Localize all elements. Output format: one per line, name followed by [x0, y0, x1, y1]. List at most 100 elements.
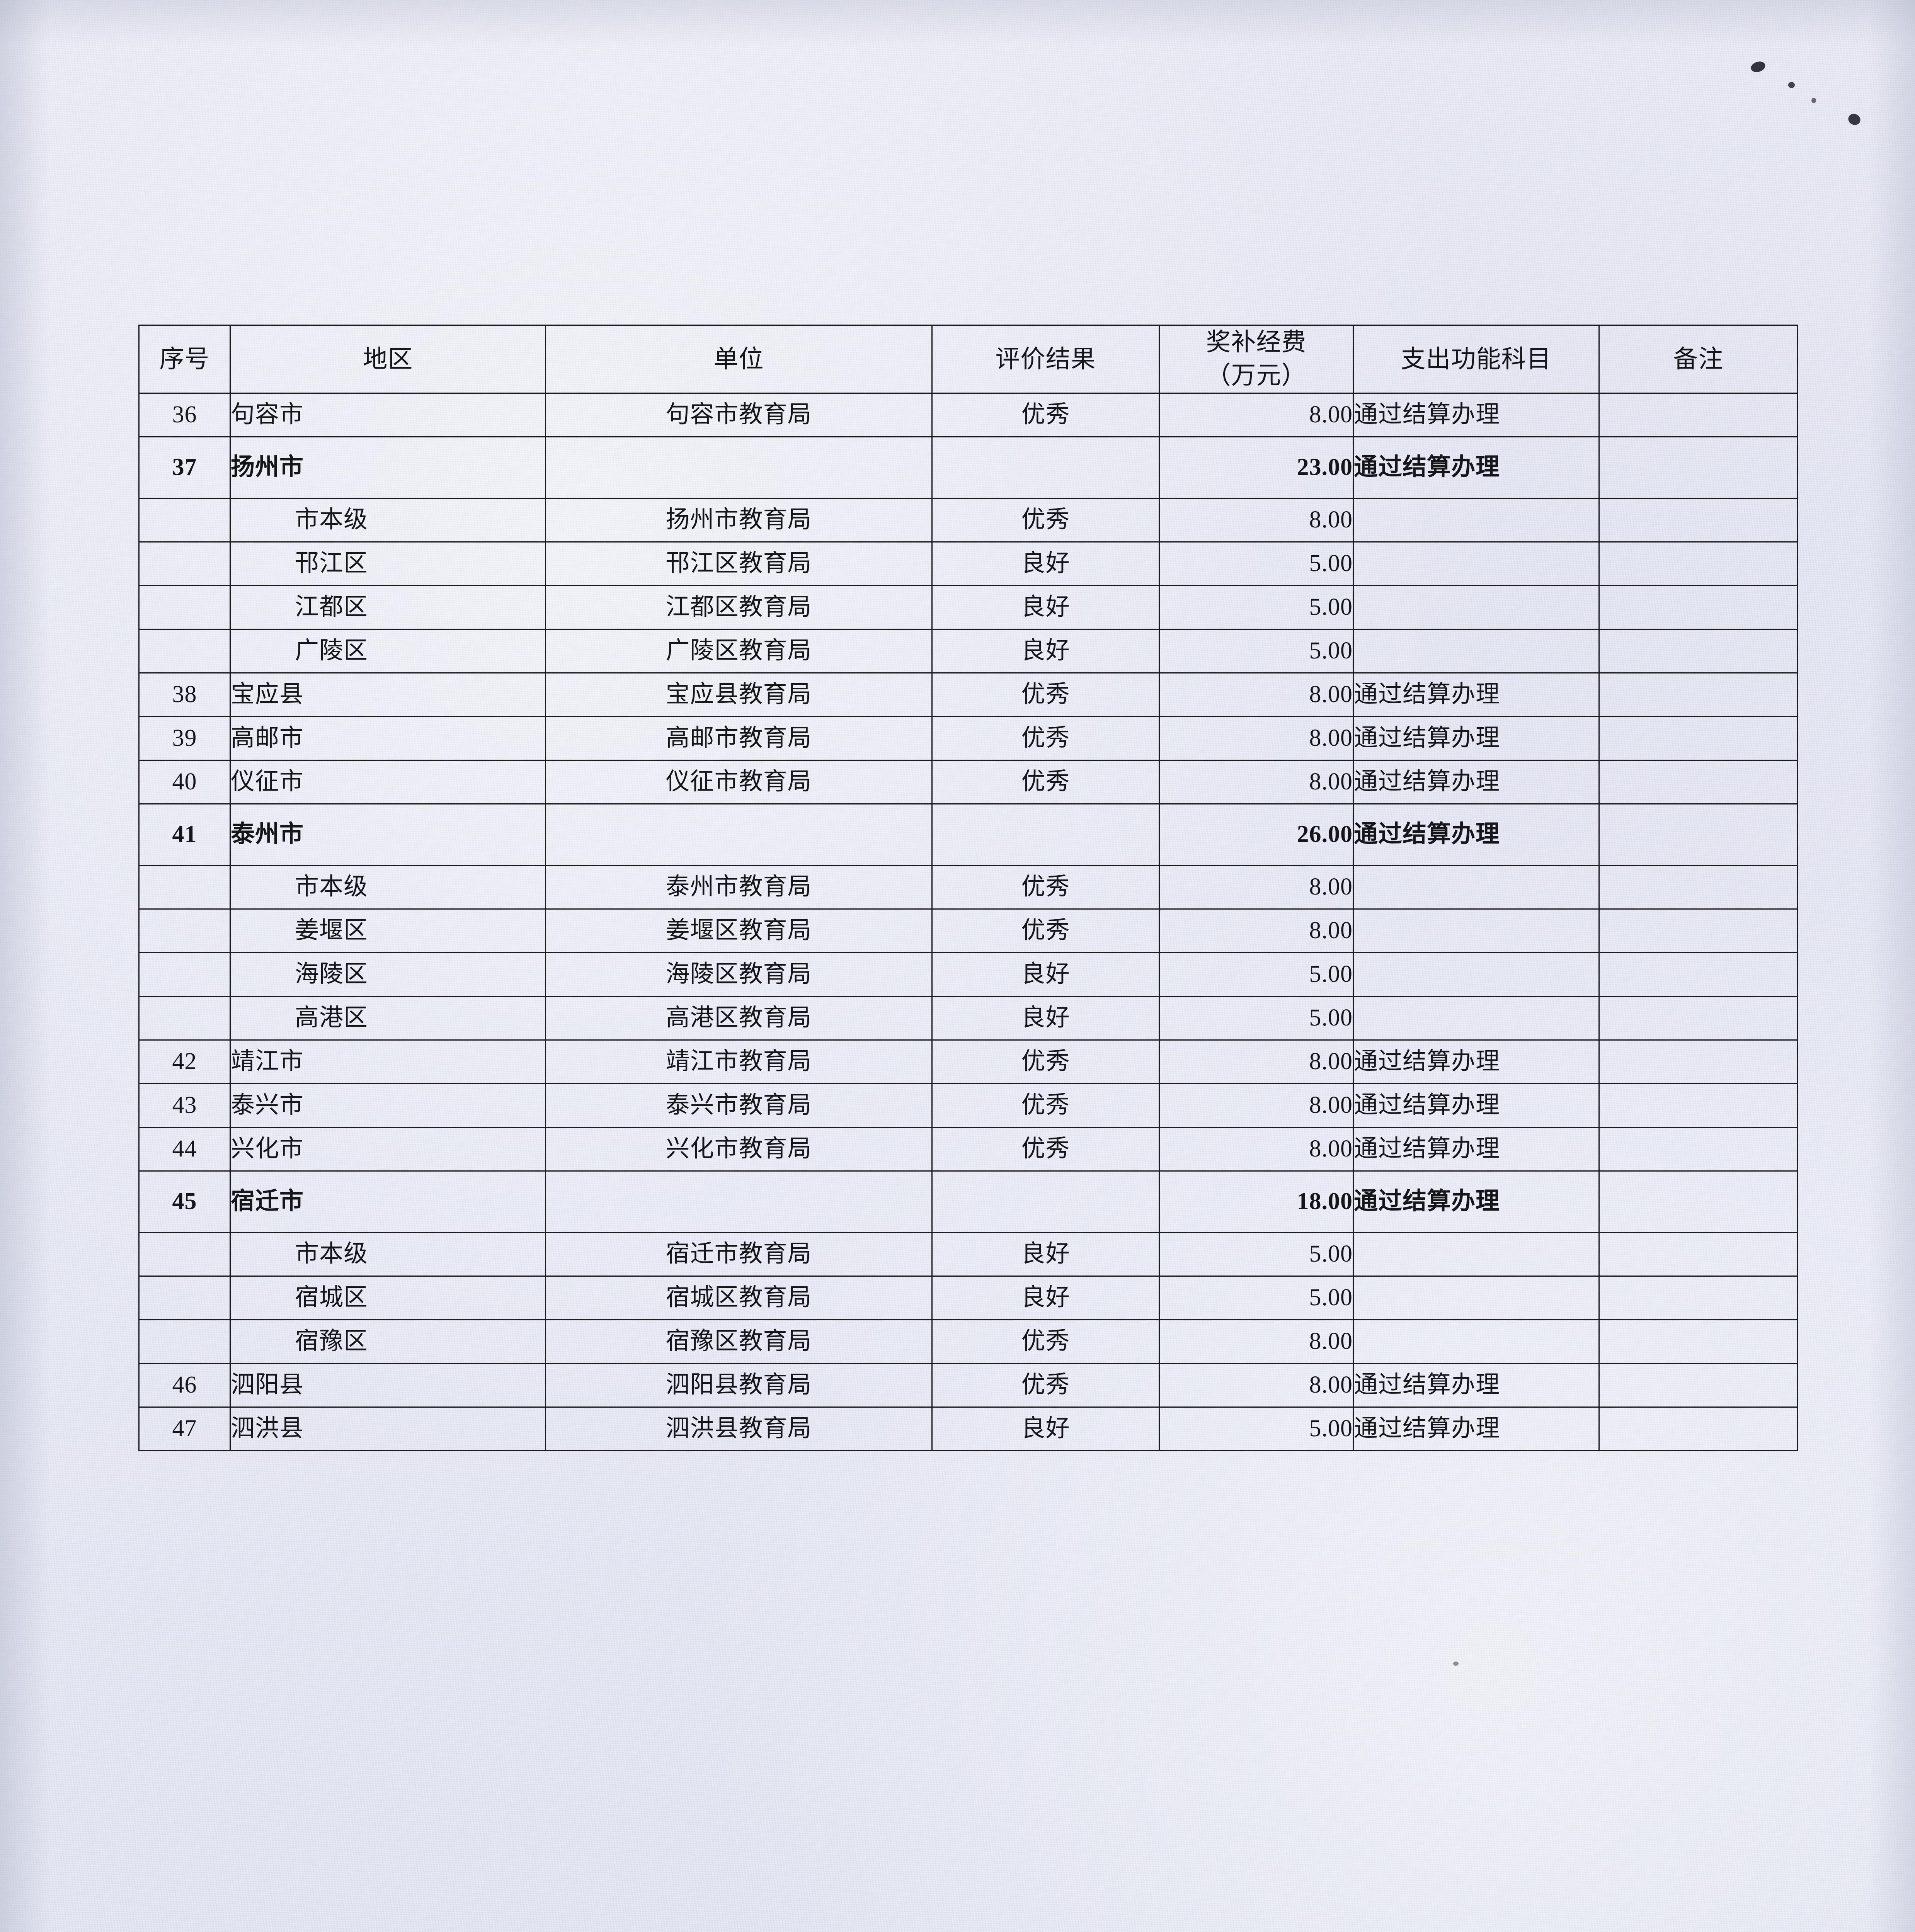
cell-region: 泰兴市	[230, 1083, 546, 1128]
cell-region: 宿迁市	[230, 1170, 546, 1233]
cell-remarks	[1598, 672, 1798, 717]
column-header-award-amount: 奖补经费 （万元）	[1159, 325, 1354, 394]
table-row: 41 泰州市 26.00 通过结算办理	[138, 803, 1798, 866]
cell-award-amount: 23.00	[1159, 436, 1354, 499]
table-row: 高港区 高港区教育局 良好 5.00	[138, 995, 1798, 1041]
cell-expenditure-subject: 通过结算办理	[1353, 1126, 1600, 1172]
cell-evaluation: 优秀	[931, 1126, 1160, 1172]
cell-evaluation: 优秀	[931, 1362, 1160, 1408]
cell-evaluation: 良好	[931, 585, 1160, 630]
cell-evaluation: 良好	[931, 541, 1160, 586]
cell-region: 宿豫区	[230, 1319, 546, 1364]
cell-evaluation: 良好	[931, 995, 1160, 1041]
cell-remarks	[1598, 1319, 1798, 1364]
cell-expenditure-subject	[1353, 497, 1600, 543]
scan-speck-icon	[1749, 60, 1767, 74]
column-header-remarks: 备注	[1598, 325, 1798, 394]
cell-expenditure-subject	[1353, 995, 1600, 1041]
cell-evaluation	[931, 436, 1160, 499]
cell-region: 仪征市	[230, 759, 546, 804]
table-row: 43 泰兴市 泰兴市教育局 优秀 8.00 通过结算办理	[138, 1083, 1798, 1128]
cell-unit: 泰州市教育局	[545, 864, 933, 910]
cell-evaluation: 良好	[931, 952, 1160, 997]
column-header-unit: 单位	[545, 325, 933, 394]
table-body: 36 句容市 句容市教育局 优秀 8.00 通过结算办理 37 扬州市 23.00 通过结算办理市…	[138, 392, 1798, 1451]
cell-unit: 泗洪县教育局	[545, 1406, 933, 1451]
cell-expenditure-subject: 通过结算办理	[1353, 1083, 1600, 1128]
cell-serial	[138, 1275, 231, 1320]
cell-serial: 38	[138, 672, 231, 717]
cell-remarks	[1598, 541, 1798, 586]
cell-expenditure-subject	[1353, 1275, 1600, 1320]
cell-expenditure-subject: 通过结算办理	[1353, 672, 1600, 717]
cell-evaluation: 优秀	[931, 497, 1160, 543]
cell-serial	[138, 952, 231, 997]
cell-unit: 仪征市教育局	[545, 759, 933, 804]
cell-region: 海陵区	[230, 952, 546, 997]
table-row: 宿豫区 宿豫区教育局 优秀 8.00	[138, 1319, 1798, 1364]
cell-region: 宿城区	[230, 1275, 546, 1320]
cell-region: 靖江市	[230, 1039, 546, 1084]
award-allocation-table: 序号 地区 单位 评价结果 奖补经费 （万元） 支出功能科目 备注 36 句容市句…	[138, 325, 1798, 1451]
table-row: 37 扬州市 23.00 通过结算办理	[138, 436, 1798, 499]
cell-expenditure-subject: 通过结算办理	[1353, 1362, 1600, 1408]
table-row: 姜堰区 姜堰区教育局 优秀 8.00	[138, 908, 1798, 953]
cell-region: 姜堰区	[230, 908, 546, 953]
cell-evaluation	[931, 1170, 1160, 1233]
cell-expenditure-subject: 通过结算办理	[1353, 392, 1600, 437]
table-row: 42 靖江市 靖江市教育局 优秀 8.00 通过结算办理	[138, 1039, 1798, 1084]
cell-evaluation: 优秀	[931, 392, 1160, 437]
column-header-region: 地区	[230, 325, 546, 394]
cell-remarks	[1598, 1126, 1798, 1172]
cell-award-amount: 18.00	[1159, 1170, 1354, 1233]
cell-serial: 45	[138, 1170, 231, 1233]
table-row: 江都区 江都区教育局 良好 5.00	[138, 585, 1798, 630]
cell-evaluation: 良好	[931, 1406, 1160, 1451]
award-amount-label-line1: 奖补经费	[1206, 328, 1307, 356]
table-row: 40 仪征市 仪征市教育局 优秀 8.00 通过结算办理	[138, 759, 1798, 804]
table-row: 44 兴化市 兴化市教育局 优秀 8.00 通过结算办理	[138, 1126, 1798, 1172]
cell-serial: 46	[138, 1362, 231, 1408]
cell-remarks	[1598, 803, 1798, 866]
cell-award-amount: 8.00	[1159, 1319, 1354, 1364]
column-header-expenditure-subject: 支出功能科目	[1353, 325, 1600, 394]
cell-evaluation	[931, 803, 1160, 866]
cell-remarks	[1598, 585, 1798, 630]
cell-evaluation: 优秀	[931, 1083, 1160, 1128]
cell-remarks	[1598, 436, 1798, 499]
cell-expenditure-subject	[1353, 952, 1600, 997]
cell-region: 市本级	[230, 1231, 546, 1277]
cell-expenditure-subject: 通过结算办理	[1353, 1170, 1600, 1233]
cell-region: 邗江区	[230, 541, 546, 586]
scan-speck-icon	[1846, 112, 1862, 127]
cell-remarks	[1598, 497, 1798, 543]
cell-award-amount: 5.00	[1159, 995, 1354, 1041]
column-header-serial: 序号	[138, 325, 231, 394]
cell-expenditure-subject: 通过结算办理	[1353, 803, 1600, 866]
cell-unit: 靖江市教育局	[545, 1039, 933, 1084]
cell-expenditure-subject: 通过结算办理	[1353, 759, 1600, 804]
cell-award-amount: 8.00	[1159, 1362, 1354, 1408]
cell-remarks	[1598, 1362, 1798, 1408]
table-row: 市本级 扬州市教育局 优秀 8.00	[138, 497, 1798, 543]
cell-award-amount: 8.00	[1159, 716, 1354, 761]
cell-expenditure-subject	[1353, 585, 1600, 630]
cell-unit: 高港区教育局	[545, 995, 933, 1041]
table-row: 宿城区 宿城区教育局 良好 5.00	[138, 1275, 1798, 1320]
cell-region: 泰州市	[230, 803, 546, 866]
cell-region: 扬州市	[230, 436, 546, 499]
cell-unit: 宝应县教育局	[545, 672, 933, 717]
cell-region: 兴化市	[230, 1126, 546, 1172]
cell-expenditure-subject	[1353, 1231, 1600, 1277]
cell-unit: 广陵区教育局	[545, 628, 933, 673]
cell-remarks	[1598, 908, 1798, 953]
cell-evaluation: 优秀	[931, 864, 1160, 910]
cell-serial	[138, 864, 231, 910]
cell-region: 江都区	[230, 585, 546, 630]
cell-award-amount: 8.00	[1159, 497, 1354, 543]
cell-award-amount: 8.00	[1159, 864, 1354, 910]
cell-award-amount: 5.00	[1159, 1231, 1354, 1277]
cell-evaluation: 优秀	[931, 672, 1160, 717]
cell-unit: 姜堰区教育局	[545, 908, 933, 953]
cell-unit: 宿豫区教育局	[545, 1319, 933, 1364]
